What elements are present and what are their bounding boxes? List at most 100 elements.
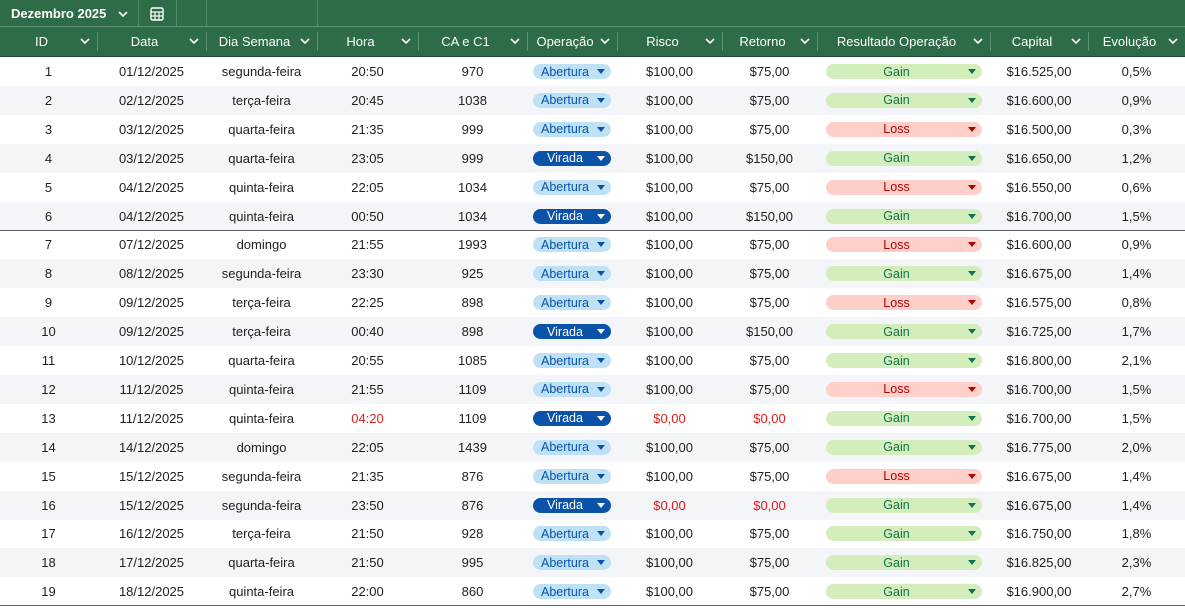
cell-capital[interactable]: $16.650,00 bbox=[1006, 150, 1072, 166]
filter-chevron-icon[interactable] bbox=[1167, 35, 1179, 47]
cell-hora[interactable]: 20:50 bbox=[351, 64, 384, 79]
cell-data[interactable]: 04/12/2025 bbox=[118, 208, 185, 224]
cell-hora[interactable]: 23:50 bbox=[351, 497, 384, 513]
cell-data[interactable]: 03/12/2025 bbox=[118, 121, 185, 137]
cell-dia-semana[interactable]: segunda-feira bbox=[221, 497, 302, 513]
cell-ca-c1[interactable]: 876 bbox=[461, 497, 484, 513]
cell-resultado[interactable]: Loss bbox=[817, 375, 990, 404]
cell-retorno[interactable]: $150,00 bbox=[746, 208, 793, 224]
dropdown-arrow-icon[interactable] bbox=[597, 126, 605, 132]
operacao-chip[interactable]: Abertura bbox=[533, 439, 611, 455]
column-header-ca-c1[interactable]: CA e C1 bbox=[418, 27, 527, 56]
cell-capital[interactable]: $16.825,00 bbox=[1006, 555, 1072, 571]
dropdown-arrow-icon[interactable] bbox=[967, 300, 976, 306]
operacao-chip[interactable]: Abertura bbox=[533, 353, 611, 368]
cell-capital[interactable]: $16.500,00 bbox=[1006, 121, 1072, 137]
resultado-chip[interactable]: Loss bbox=[825, 295, 982, 311]
column-header-capital[interactable]: Capital bbox=[990, 27, 1088, 56]
dropdown-arrow-icon[interactable] bbox=[967, 184, 976, 190]
filter-chevron-icon[interactable] bbox=[400, 35, 412, 47]
cell-ca-c1[interactable]: 928 bbox=[461, 526, 484, 542]
sheet-tab-name[interactable]: Dezembro 2025 bbox=[11, 6, 107, 21]
cell-resultado[interactable]: Gain bbox=[817, 317, 990, 346]
cell-retorno[interactable]: $75,00 bbox=[749, 121, 790, 137]
cell-data[interactable]: 14/12/2025 bbox=[118, 439, 185, 455]
cell-data[interactable]: 07/12/2025 bbox=[118, 237, 185, 253]
cell-ca-c1[interactable]: 1085 bbox=[458, 353, 487, 368]
dropdown-arrow-icon[interactable] bbox=[597, 386, 605, 392]
cell-risco[interactable]: $100,00 bbox=[646, 92, 693, 108]
cell-risco[interactable]: $100,00 bbox=[646, 381, 693, 397]
cell-risco[interactable]: $100,00 bbox=[646, 208, 693, 224]
column-header-risco[interactable]: Risco bbox=[617, 27, 722, 56]
cell-hora[interactable]: 21:35 bbox=[351, 468, 384, 484]
cell-capital[interactable]: $16.675,00 bbox=[1006, 468, 1072, 484]
cell-dia-semana[interactable]: segunda-feira bbox=[221, 468, 302, 484]
dropdown-arrow-icon[interactable] bbox=[967, 358, 976, 363]
operacao-chip[interactable]: Virada bbox=[533, 410, 611, 426]
cell-capital[interactable]: $16.700,00 bbox=[1006, 410, 1072, 426]
dropdown-arrow-icon[interactable] bbox=[967, 329, 976, 335]
operacao-chip[interactable]: Abertura bbox=[533, 468, 611, 484]
cell-capital[interactable]: $16.675,00 bbox=[1006, 497, 1072, 513]
resultado-chip[interactable]: Gain bbox=[825, 208, 982, 224]
cell-ca-c1[interactable]: 1109 bbox=[458, 381, 487, 397]
dropdown-arrow-icon[interactable] bbox=[597, 300, 605, 306]
filter-chevron-icon[interactable] bbox=[704, 35, 716, 47]
dropdown-arrow-icon[interactable] bbox=[967, 444, 976, 450]
cell-dia-semana[interactable]: domingo bbox=[236, 237, 287, 253]
dropdown-arrow-icon[interactable] bbox=[967, 589, 976, 595]
resultado-chip[interactable]: Gain bbox=[825, 497, 982, 513]
cell-capital[interactable]: $16.575,00 bbox=[1006, 295, 1072, 311]
cell-id[interactable]: 14 bbox=[41, 439, 56, 455]
cell-capital[interactable]: $16.725,00 bbox=[1006, 324, 1072, 340]
cell-risco[interactable]: $100,00 bbox=[646, 64, 693, 79]
cell-resultado[interactable]: Gain bbox=[817, 202, 990, 231]
cell-data[interactable]: 17/12/2025 bbox=[118, 555, 185, 571]
cell-ca-c1[interactable]: 898 bbox=[461, 295, 484, 311]
cell-retorno[interactable]: $75,00 bbox=[749, 92, 790, 108]
cell-retorno[interactable]: $75,00 bbox=[749, 584, 790, 600]
dropdown-arrow-icon[interactable] bbox=[967, 271, 976, 277]
cell-evolucao[interactable]: 1,5% bbox=[1121, 410, 1152, 426]
cell-hora[interactable]: 00:40 bbox=[351, 324, 384, 340]
cell-evolucao[interactable]: 0,3% bbox=[1121, 121, 1152, 137]
cell-operacao[interactable]: Abertura bbox=[527, 86, 617, 115]
resultado-chip[interactable]: Gain bbox=[825, 410, 982, 426]
cell-ca-c1[interactable]: 860 bbox=[461, 584, 484, 600]
cell-risco[interactable]: $100,00 bbox=[646, 150, 693, 166]
cell-data[interactable]: 09/12/2025 bbox=[118, 295, 185, 311]
cell-ca-c1[interactable]: 1439 bbox=[458, 439, 487, 455]
cell-capital[interactable]: $16.525,00 bbox=[1006, 64, 1072, 79]
cell-capital[interactable]: $16.600,00 bbox=[1006, 237, 1072, 253]
cell-id[interactable]: 8 bbox=[44, 266, 53, 282]
dropdown-arrow-icon[interactable] bbox=[967, 213, 976, 219]
cell-data[interactable]: 18/12/2025 bbox=[118, 584, 185, 600]
column-header-id[interactable]: ID bbox=[0, 27, 97, 56]
filter-chevron-icon[interactable] bbox=[972, 35, 984, 47]
cell-ca-c1[interactable]: 1034 bbox=[458, 179, 487, 195]
resultado-chip[interactable]: Loss bbox=[825, 381, 982, 397]
cell-dia-semana[interactable]: quarta-feira bbox=[228, 150, 295, 166]
cell-dia-semana[interactable]: quinta-feira bbox=[228, 179, 295, 195]
cell-data[interactable]: 08/12/2025 bbox=[118, 266, 185, 282]
cell-evolucao[interactable]: 0,5% bbox=[1121, 64, 1152, 79]
cell-data[interactable]: 09/12/2025 bbox=[118, 324, 185, 340]
cell-retorno[interactable]: $75,00 bbox=[749, 295, 790, 311]
filter-chevron-icon[interactable] bbox=[509, 35, 521, 47]
cell-hora[interactable]: 21:50 bbox=[351, 526, 384, 542]
cell-hora[interactable]: 21:35 bbox=[351, 121, 384, 137]
cell-ca-c1[interactable]: 898 bbox=[461, 324, 484, 340]
cell-capital[interactable]: $16.775,00 bbox=[1006, 439, 1072, 455]
cell-retorno[interactable]: $75,00 bbox=[749, 468, 790, 484]
cell-risco[interactable]: $100,00 bbox=[646, 179, 693, 195]
dropdown-arrow-icon[interactable] bbox=[967, 97, 976, 103]
column-header-dia-semana[interactable]: Dia Semana bbox=[206, 27, 317, 56]
dropdown-arrow-icon[interactable] bbox=[597, 97, 605, 103]
operacao-chip[interactable]: Abertura bbox=[533, 295, 611, 311]
cell-retorno[interactable]: $75,00 bbox=[749, 237, 790, 253]
cell-ca-c1[interactable]: 999 bbox=[461, 150, 484, 166]
operacao-chip[interactable]: Abertura bbox=[533, 526, 611, 542]
cell-operacao[interactable]: Virada bbox=[527, 404, 617, 433]
cell-resultado[interactable]: Gain bbox=[817, 577, 990, 606]
